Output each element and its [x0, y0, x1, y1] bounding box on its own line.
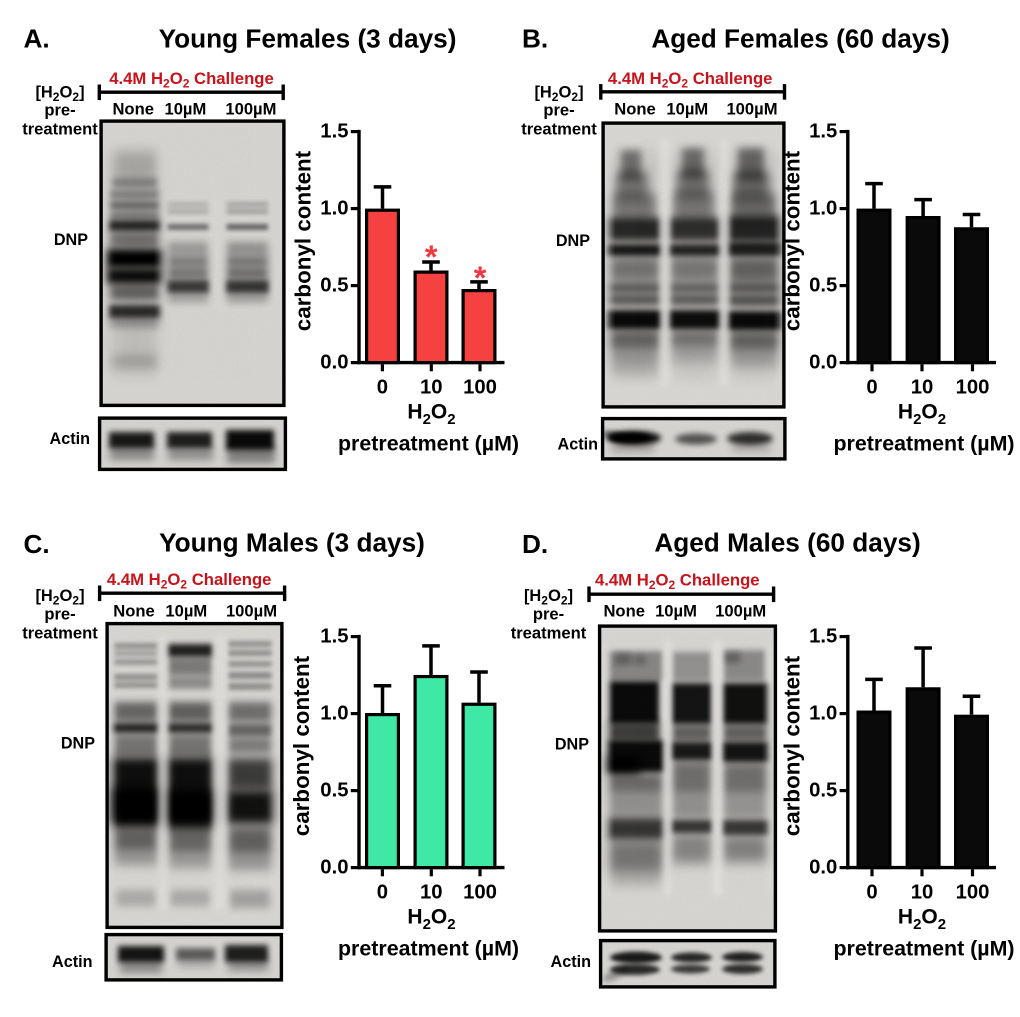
svg-text:pretreatment (µM): pretreatment (µM)	[338, 432, 519, 456]
svg-text:H2O2: H2O2	[898, 401, 946, 429]
svg-text:carbonyl content: carbonyl content	[289, 655, 314, 836]
svg-text:10: 10	[911, 882, 934, 904]
svg-text:treatment: treatment	[22, 120, 98, 139]
svg-text:Actin: Actin	[52, 953, 92, 971]
svg-text:100µM: 100µM	[226, 601, 277, 620]
svg-text:10µM: 10µM	[165, 601, 207, 620]
svg-text:100: 100	[463, 882, 497, 904]
svg-text:1.5: 1.5	[809, 625, 837, 647]
svg-text:None: None	[603, 601, 644, 620]
svg-text:None: None	[113, 601, 154, 620]
svg-text:10µM: 10µM	[164, 100, 206, 119]
svg-text:100: 100	[463, 377, 497, 399]
svg-text:0.5: 0.5	[320, 779, 348, 801]
svg-text:0.5: 0.5	[809, 779, 837, 801]
svg-text:carbonyl content: carbonyl content	[780, 655, 805, 836]
svg-text:0: 0	[866, 882, 877, 904]
svg-text:*: *	[474, 260, 487, 296]
svg-text:C.: C.	[24, 529, 50, 559]
svg-text:4.4M H2O2 Challenge: 4.4M H2O2 Challenge	[595, 571, 760, 593]
svg-text:Actin: Actin	[551, 953, 591, 971]
svg-text:1.5: 1.5	[320, 120, 348, 142]
svg-text:10: 10	[911, 377, 934, 399]
svg-text:0.0: 0.0	[320, 351, 348, 373]
svg-text:[H2O2]: [H2O2]	[35, 586, 84, 608]
svg-text:10µM: 10µM	[666, 100, 708, 119]
svg-text:treatment: treatment	[521, 120, 597, 139]
svg-text:None: None	[112, 100, 153, 119]
svg-text:Aged Females (60 days): Aged Females (60 days)	[651, 24, 949, 54]
svg-text:0: 0	[377, 882, 388, 904]
svg-text:100: 100	[956, 882, 990, 904]
svg-text:Actin: Actin	[50, 430, 90, 448]
svg-text:pretreatment (µM): pretreatment (µM)	[338, 937, 519, 961]
svg-text:[H2O2]: [H2O2]	[524, 586, 573, 608]
svg-text:0.0: 0.0	[809, 856, 837, 878]
svg-text:DNP: DNP	[556, 232, 590, 250]
svg-text:Young Females (3 days): Young Females (3 days)	[159, 24, 457, 54]
svg-text:1.5: 1.5	[809, 120, 837, 142]
svg-text:*: *	[425, 239, 438, 275]
svg-text:100: 100	[956, 377, 990, 399]
svg-text:pretreatment (µM): pretreatment (µM)	[833, 937, 1014, 961]
svg-text:pre-: pre-	[44, 605, 75, 624]
svg-text:A.: A.	[24, 24, 50, 54]
svg-text:None: None	[614, 100, 655, 119]
svg-text:carbonyl content: carbonyl content	[780, 150, 805, 331]
svg-text:4.4M H2O2 Challenge: 4.4M H2O2 Challenge	[109, 69, 274, 91]
svg-text:100µM: 100µM	[225, 100, 276, 119]
svg-text:0.0: 0.0	[809, 351, 837, 373]
svg-text:DNP: DNP	[61, 735, 95, 753]
svg-text:0: 0	[866, 377, 877, 399]
svg-text:pre-: pre-	[543, 101, 574, 120]
svg-text:Young Males (3 days): Young Males (3 days)	[159, 528, 425, 558]
svg-text:100µM: 100µM	[726, 100, 777, 119]
svg-text:Actin: Actin	[558, 436, 598, 454]
svg-text:treatment: treatment	[22, 624, 98, 643]
svg-text:Aged Males (60 days): Aged Males (60 days)	[654, 528, 920, 558]
svg-text:pre-: pre-	[533, 605, 564, 624]
svg-text:[H2O2]: [H2O2]	[35, 83, 84, 105]
svg-text:DNP: DNP	[54, 231, 88, 249]
svg-text:1.0: 1.0	[320, 702, 348, 724]
svg-text:1.0: 1.0	[320, 197, 348, 219]
svg-text:100µM: 100µM	[715, 601, 766, 620]
svg-text:0: 0	[377, 377, 388, 399]
svg-text:H2O2: H2O2	[898, 906, 946, 934]
svg-text:H2O2: H2O2	[407, 906, 455, 934]
svg-text:0.5: 0.5	[320, 274, 348, 296]
svg-text:DNP: DNP	[555, 736, 589, 754]
svg-text:D.: D.	[522, 529, 548, 559]
svg-text:4.4M H2O2 Challenge: 4.4M H2O2 Challenge	[608, 69, 773, 91]
svg-text:pre-: pre-	[44, 101, 75, 120]
svg-text:[H2O2]: [H2O2]	[534, 83, 583, 105]
svg-text:B.: B.	[522, 24, 548, 54]
svg-text:1.5: 1.5	[320, 625, 348, 647]
svg-text:0.0: 0.0	[320, 856, 348, 878]
svg-text:0.5: 0.5	[809, 274, 837, 296]
svg-text:4.4M H2O2 Challenge: 4.4M H2O2 Challenge	[107, 570, 272, 592]
svg-text:1.0: 1.0	[809, 197, 837, 219]
svg-text:10: 10	[420, 377, 443, 399]
svg-text:carbonyl content: carbonyl content	[291, 150, 316, 331]
svg-text:10µM: 10µM	[655, 601, 697, 620]
svg-text:treatment: treatment	[511, 624, 587, 643]
svg-text:10: 10	[420, 882, 443, 904]
svg-text:pretreatment (µM): pretreatment (µM)	[833, 432, 1014, 456]
svg-text:1.0: 1.0	[809, 702, 837, 724]
svg-text:H2O2: H2O2	[407, 401, 455, 429]
